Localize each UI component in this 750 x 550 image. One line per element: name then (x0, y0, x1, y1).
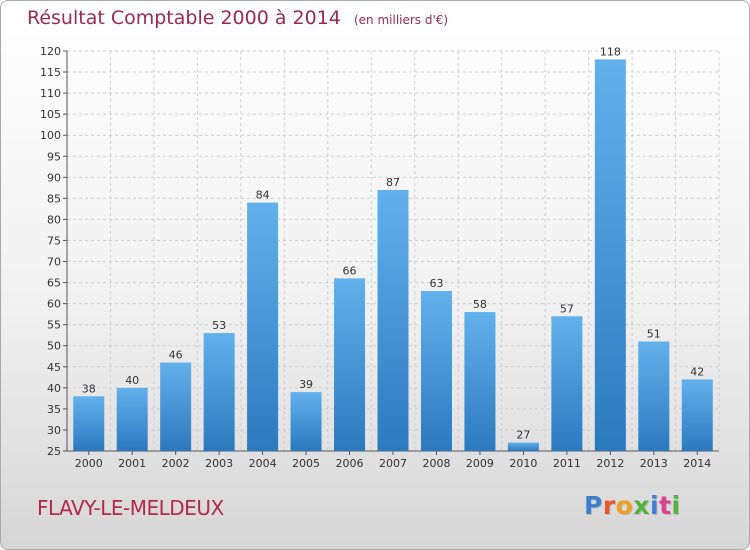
bar-2008 (420, 291, 452, 451)
data-label-2005: 39 (299, 378, 313, 391)
y-tick-label: 55 (47, 319, 61, 332)
data-labels: 38 40 46 53 84 39 66 87 63 58 27 57 118 51 42 (82, 45, 705, 441)
bar-2011 (551, 316, 583, 451)
x-tick-label: 2012 (596, 457, 624, 470)
y-tick-label: 105 (40, 108, 61, 121)
y-tick-label: 30 (47, 424, 61, 437)
x-tick-label: 2001 (118, 457, 146, 470)
bar-2004 (247, 202, 279, 451)
data-label-2004: 84 (256, 189, 270, 202)
data-label-2008: 63 (429, 277, 443, 290)
x-tick-label: 2004 (249, 457, 277, 470)
data-label-2001: 40 (125, 374, 139, 387)
bar-2001 (116, 387, 148, 451)
logo-letter: P (584, 491, 603, 520)
logo-letter: x (633, 491, 650, 520)
x-tick-label: 2007 (379, 457, 407, 470)
y-tick-label: 75 (47, 234, 61, 247)
x-tick-label: 2000 (75, 457, 103, 470)
y-tick-label: 95 (47, 150, 61, 163)
y-tick-label: 60 (47, 298, 61, 311)
bar-2003 (203, 333, 235, 451)
data-label-2009: 58 (473, 298, 487, 311)
x-tick-label: 2008 (422, 457, 450, 470)
bar-2006 (334, 278, 366, 451)
x-tick-label: 2014 (683, 457, 711, 470)
data-label-2003: 53 (212, 319, 226, 332)
y-tick-label: 100 (40, 129, 61, 142)
bar-2012 (594, 59, 626, 451)
y-tick-label: 70 (47, 256, 61, 269)
chart-title: Résultat Comptable 2000 à 2014 (27, 7, 341, 29)
axes: 25 30 35 40 45 50 55 60 65 70 75 80 85 90 95 100 105 110 1… (40, 45, 719, 470)
x-tick-label: 2013 (640, 457, 668, 470)
bar-2000 (73, 396, 105, 451)
data-label-2012: 118 (600, 45, 621, 58)
logo-letter: t (659, 491, 672, 520)
x-tick-label: 2005 (292, 457, 320, 470)
bar-2010 (507, 442, 539, 451)
y-tick-label: 115 (40, 66, 61, 79)
logo-letter: i (650, 491, 660, 520)
data-label-2000: 38 (82, 382, 96, 395)
x-tick-label: 2002 (162, 457, 190, 470)
bar-2013 (638, 341, 670, 451)
data-label-2010: 27 (516, 429, 530, 442)
data-label-2013: 51 (647, 328, 661, 341)
x-tick-label: 2006 (336, 457, 364, 470)
logo-letter: i (671, 491, 681, 520)
bar-2005 (290, 392, 322, 451)
y-tick-label: 110 (40, 87, 61, 100)
title-row: Résultat Comptable 2000 à 2014 (en milli… (27, 7, 448, 29)
x-tick-label: 2003 (205, 457, 233, 470)
y-tick-label: 120 (40, 45, 61, 58)
data-label-2002: 46 (169, 349, 183, 362)
bar-2002 (160, 362, 192, 451)
y-tick-label: 50 (47, 340, 61, 353)
y-tick-label: 45 (47, 361, 61, 374)
y-tick-label: 35 (47, 403, 61, 416)
data-label-2014: 42 (690, 365, 704, 378)
logo-letter: o (615, 491, 634, 520)
x-tick-label: 2009 (466, 457, 494, 470)
y-tick-label: 80 (47, 213, 61, 226)
y-tick-label: 65 (47, 277, 61, 290)
data-label-2006: 66 (343, 264, 357, 277)
commune-name: FLAVY-LE-MELDEUX (37, 496, 224, 520)
x-tick-label: 2011 (553, 457, 581, 470)
bar-2009 (464, 312, 496, 451)
bars (73, 59, 713, 451)
data-label-2011: 57 (560, 302, 574, 315)
x-tick-label: 2010 (509, 457, 537, 470)
y-tick-label: 25 (47, 445, 61, 458)
y-tick-label: 85 (47, 192, 61, 205)
proxiti-logo: Proxiti (584, 491, 681, 520)
y-tick-label: 40 (47, 382, 61, 395)
bar-2014 (681, 379, 713, 451)
chart-subtitle: (en milliers d'€) (353, 13, 449, 27)
bar-2007 (377, 189, 409, 451)
y-tick-label: 90 (47, 171, 61, 184)
logo-letter: r (602, 491, 616, 520)
data-label-2007: 87 (386, 176, 400, 189)
